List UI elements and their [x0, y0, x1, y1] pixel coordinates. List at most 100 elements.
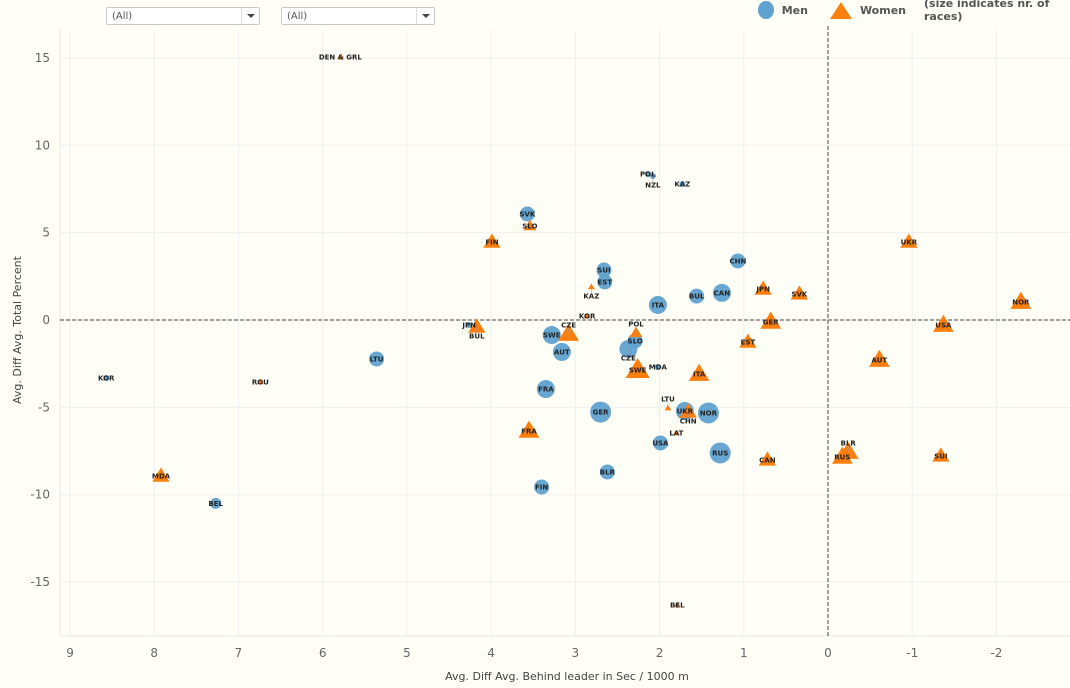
men-point-blr[interactable]: [599, 464, 615, 480]
women-point-can[interactable]: [758, 451, 777, 466]
men-point-chn[interactable]: [730, 253, 746, 269]
women-point-sui[interactable]: [932, 447, 950, 462]
women-point-rou[interactable]: [256, 378, 264, 385]
x-tick-label: 7: [235, 646, 243, 660]
men-point-rus[interactable]: [709, 442, 731, 464]
point-label: GER: [593, 409, 610, 417]
filter-dropdown-1[interactable]: (All): [106, 7, 260, 25]
women-point-slo[interactable]: [523, 219, 537, 231]
women-point-kaz[interactable]: [587, 283, 595, 290]
women-point-jpn[interactable]: [754, 280, 772, 295]
men-point-pol[interactable]: [644, 170, 651, 177]
point-label: POL: [628, 320, 644, 328]
x-axis-label: Avg. Diff Avg. Behind leader in Sec / 10…: [445, 670, 689, 683]
point-label: FIN: [485, 239, 498, 247]
men-point-kor[interactable]: [103, 375, 110, 382]
men-point-sui[interactable]: [596, 262, 612, 278]
point-label: CZE: [561, 321, 576, 329]
x-tick-label: 6: [319, 646, 327, 660]
men-point-fin[interactable]: [534, 479, 550, 495]
women-point-aut[interactable]: [868, 349, 890, 367]
women-point-den-grl[interactable]: [336, 53, 344, 60]
women-point-usa[interactable]: [932, 314, 954, 332]
women-point-lat[interactable]: [672, 429, 680, 436]
chevron-down-icon[interactable]: [416, 8, 434, 24]
circle-icon: [758, 1, 774, 19]
men-point-ltu[interactable]: [369, 351, 385, 367]
point-label: BEL: [670, 601, 685, 609]
x-tick-label: -1: [906, 646, 918, 660]
point-label: AUT: [872, 357, 888, 365]
point-label: NOR: [700, 409, 718, 417]
men-point-kaz[interactable]: [679, 181, 686, 188]
point-label: SVK: [519, 210, 535, 218]
y-tick-label: 0: [42, 313, 50, 327]
x-tick-label: 0: [824, 646, 832, 660]
data-marks: [103, 53, 1032, 608]
grid: [59, 30, 1070, 637]
point-label: CHN: [680, 418, 697, 426]
legend-men[interactable]: Men: [781, 3, 808, 17]
point-label: CAN: [759, 456, 776, 464]
point-label: CAN: [714, 289, 731, 297]
point-label: ROU: [252, 379, 269, 387]
women-point-svk[interactable]: [790, 285, 809, 300]
point-label: SUI: [934, 452, 947, 460]
men-point-usa[interactable]: [652, 435, 668, 451]
point-label: USA: [652, 439, 669, 447]
legend-women[interactable]: Women: [859, 3, 906, 17]
men-point-bul[interactable]: [689, 288, 705, 304]
women-point-bul[interactable]: [468, 318, 486, 333]
men-point-mda[interactable]: [654, 363, 661, 370]
y-axis-label: Avg. Diff Avg. Total Percent: [11, 255, 24, 404]
legend-note: (size indicates nr. of races): [924, 0, 1050, 23]
women-point-ita[interactable]: [688, 363, 710, 381]
filter-value: (All): [112, 11, 133, 22]
point-label: SLO: [522, 223, 537, 231]
women-point-mda[interactable]: [152, 467, 170, 482]
men-point-aut[interactable]: [552, 342, 571, 361]
men-point-fra[interactable]: [536, 380, 555, 399]
women-point-chn[interactable]: [679, 403, 697, 418]
women-point-swe[interactable]: [625, 357, 650, 378]
men-point-ita[interactable]: [648, 295, 667, 314]
point-label: FIN: [535, 484, 548, 492]
x-tick-label: 4: [487, 646, 495, 660]
men-point-swe[interactable]: [542, 326, 561, 345]
women-point-fin[interactable]: [483, 233, 501, 248]
reference-lines: [60, 26, 1070, 636]
men-point-jpn[interactable]: [466, 322, 473, 329]
y-tick-label: 10: [35, 138, 50, 152]
point-label: USA: [935, 322, 952, 330]
women-point-ger[interactable]: [760, 311, 782, 329]
filter-value: (All): [287, 11, 308, 22]
women-point-ukr[interactable]: [900, 233, 918, 248]
women-point-bel[interactable]: [673, 601, 681, 608]
men-point-bel[interactable]: [210, 497, 222, 509]
women-point-nor[interactable]: [1010, 291, 1032, 309]
point-label: BUL: [469, 332, 485, 340]
point-label: SVK: [791, 290, 807, 298]
chevron-down-icon[interactable]: [241, 8, 259, 24]
point-label: DEN & GRL: [319, 54, 363, 62]
filter-dropdown-2[interactable]: (All): [281, 7, 435, 25]
point-label: LAT: [669, 430, 683, 438]
women-point-kor[interactable]: [583, 312, 591, 319]
triangle-icon: [829, 1, 852, 19]
women-point-fra[interactable]: [518, 420, 540, 438]
point-label: EST: [598, 278, 613, 286]
men-point-can[interactable]: [712, 283, 731, 302]
point-labels: KOR LTU BEL JPN SVK SUI EST POL NZL KAZ CHN CAN BUL I…: [98, 54, 1030, 610]
point-label: AUT: [554, 348, 570, 356]
men-point-ger[interactable]: [590, 401, 612, 423]
x-tick-label: 5: [403, 646, 411, 660]
men-point-est[interactable]: [597, 274, 613, 290]
point-label: UKR: [677, 408, 694, 416]
point-label: ITA: [652, 301, 665, 309]
point-label: KOR: [579, 312, 596, 320]
women-point-est[interactable]: [739, 333, 757, 348]
men-point-svk[interactable]: [519, 206, 535, 222]
men-point-nor[interactable]: [697, 402, 719, 424]
point-label: SWE: [543, 332, 561, 340]
